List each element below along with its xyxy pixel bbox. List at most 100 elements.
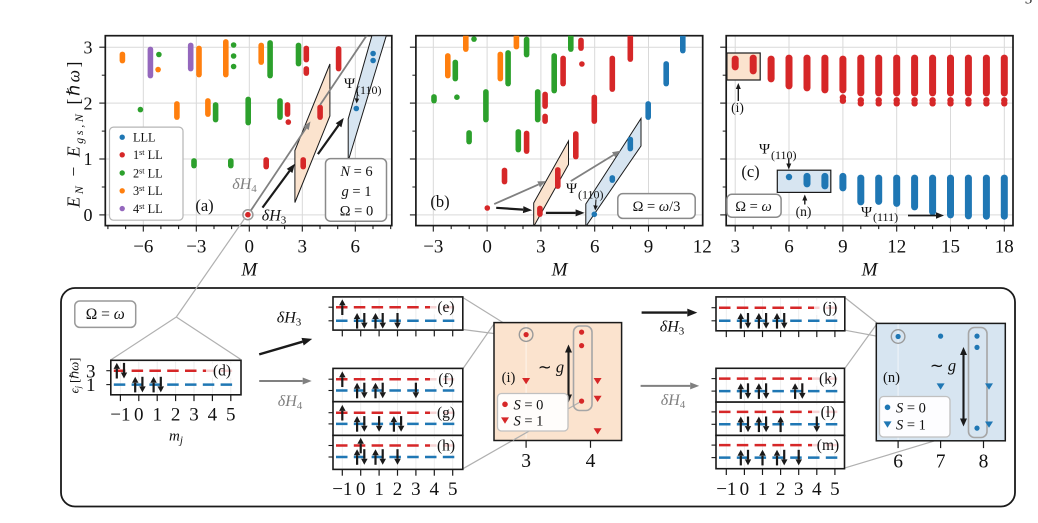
svg-text:δH4: δH4 [661,392,686,411]
svg-text:0: 0 [482,236,492,257]
svg-text:(e): (e) [437,299,454,316]
svg-text:(j): (j) [823,300,838,317]
svg-text:∼ g: ∼ g [930,356,956,375]
svg-text:7: 7 [936,452,946,473]
svg-text:LLL: LLL [133,131,156,145]
svg-text:M: M [861,260,879,281]
svg-text:3: 3 [794,479,804,500]
svg-text:6: 6 [590,236,600,257]
svg-text:∼ g: ∼ g [538,358,564,377]
svg-text:δH4: δH4 [278,393,303,412]
svg-text:3: 3 [411,479,421,500]
svg-text:(m): (m) [817,437,839,454]
svg-text:(110): (110) [578,188,604,202]
svg-text:0: 0 [245,236,255,257]
svg-text:−3: −3 [423,236,443,257]
svg-text:1st LL: 1st LL [133,148,163,162]
svg-text:δH3: δH3 [277,310,302,329]
svg-text:S = 0: S = 0 [514,398,544,414]
svg-text:3: 3 [86,362,96,383]
svg-text:Ω = 0: Ω = 0 [340,203,373,219]
svg-text:S = 1: S = 1 [896,418,926,434]
svg-text:S = 0: S = 0 [896,401,926,417]
svg-text:6: 6 [893,452,903,473]
svg-text:M: M [551,260,569,281]
svg-text:5: 5 [830,479,840,500]
svg-text:(n): (n) [883,370,900,386]
svg-text:(b): (b) [430,192,449,211]
svg-text:(110): (110) [356,83,382,97]
svg-text:1: 1 [152,405,162,426]
svg-text:Ψ: Ψ [566,181,578,197]
svg-text:−1: −1 [110,405,130,426]
svg-text:2st LL: 2st LL [133,166,163,180]
svg-text:5: 5 [448,479,458,500]
svg-text:δH3: δH3 [660,319,685,338]
svg-text:15: 15 [941,236,960,257]
svg-text:1: 1 [758,479,768,500]
svg-text:3: 3 [730,236,740,257]
svg-text:M: M [240,260,258,281]
svg-text:g = 1: g = 1 [342,184,372,200]
svg-text:(f): (f) [438,371,454,388]
svg-text:4: 4 [586,451,596,472]
svg-text:3: 3 [536,236,546,257]
svg-text:18: 18 [995,236,1014,257]
svg-text:0: 0 [740,479,750,500]
svg-text:(d): (d) [213,363,231,380]
svg-text:δH3: δH3 [262,208,287,227]
svg-text:1: 1 [84,149,93,169]
svg-text:3st LL: 3st LL [133,184,163,198]
svg-text:(c): (c) [741,162,759,181]
svg-text:N = 6: N = 6 [339,164,372,180]
svg-text:−1: −1 [716,479,736,500]
svg-text:Ψ: Ψ [759,142,771,158]
svg-text:δH4: δH4 [232,176,257,195]
svg-text:1: 1 [86,375,96,396]
svg-text:8: 8 [979,452,989,473]
svg-text:5: 5 [226,405,236,426]
svg-text:(a): (a) [195,196,213,215]
svg-text:12: 12 [887,236,906,257]
svg-text:(i): (i) [731,100,744,115]
svg-text:4: 4 [430,479,440,500]
svg-text:1: 1 [374,479,384,500]
svg-text:3: 3 [521,451,531,472]
svg-text:3: 3 [84,37,93,57]
svg-text:(g): (g) [437,405,455,422]
svg-text:3: 3 [298,236,308,257]
svg-text:−1: −1 [332,479,352,500]
svg-text:Ω = ω: Ω = ω [735,199,771,215]
svg-text:6: 6 [351,236,361,257]
svg-text:9: 9 [838,236,848,257]
svg-text:(111): (111) [873,210,898,224]
svg-text:(i): (i) [502,370,516,386]
svg-text:−6: −6 [133,236,153,257]
svg-text:2: 2 [393,479,403,500]
svg-text:(h): (h) [437,438,455,455]
svg-text:6: 6 [784,236,794,257]
svg-text:S = 1: S = 1 [514,414,544,430]
svg-text:Ψ: Ψ [861,205,873,221]
svg-text:2: 2 [84,93,93,113]
svg-text:4: 4 [812,479,822,500]
svg-text:0: 0 [134,405,144,426]
svg-text:ϵj [ℏω]: ϵj [ℏω] [68,358,83,394]
svg-text:4st LL: 4st LL [133,202,163,216]
svg-text:(k): (k) [819,371,837,388]
svg-text:3: 3 [1025,0,1033,8]
svg-text:Ψ: Ψ [344,76,356,92]
svg-text:0: 0 [84,205,93,225]
svg-text:3: 3 [189,405,199,426]
svg-text:mj: mj [169,429,183,447]
svg-text:2: 2 [171,405,181,426]
svg-text:9: 9 [644,236,654,257]
svg-text:Ω = ω/3: Ω = ω/3 [633,199,681,215]
svg-text:(n): (n) [796,204,812,219]
svg-text:(110): (110) [771,148,797,162]
svg-text:−3: −3 [186,236,206,257]
svg-text:12: 12 [693,236,712,257]
svg-text:Ω = ω: Ω = ω [86,306,125,323]
svg-text:4: 4 [208,405,218,426]
svg-text:2: 2 [776,479,786,500]
